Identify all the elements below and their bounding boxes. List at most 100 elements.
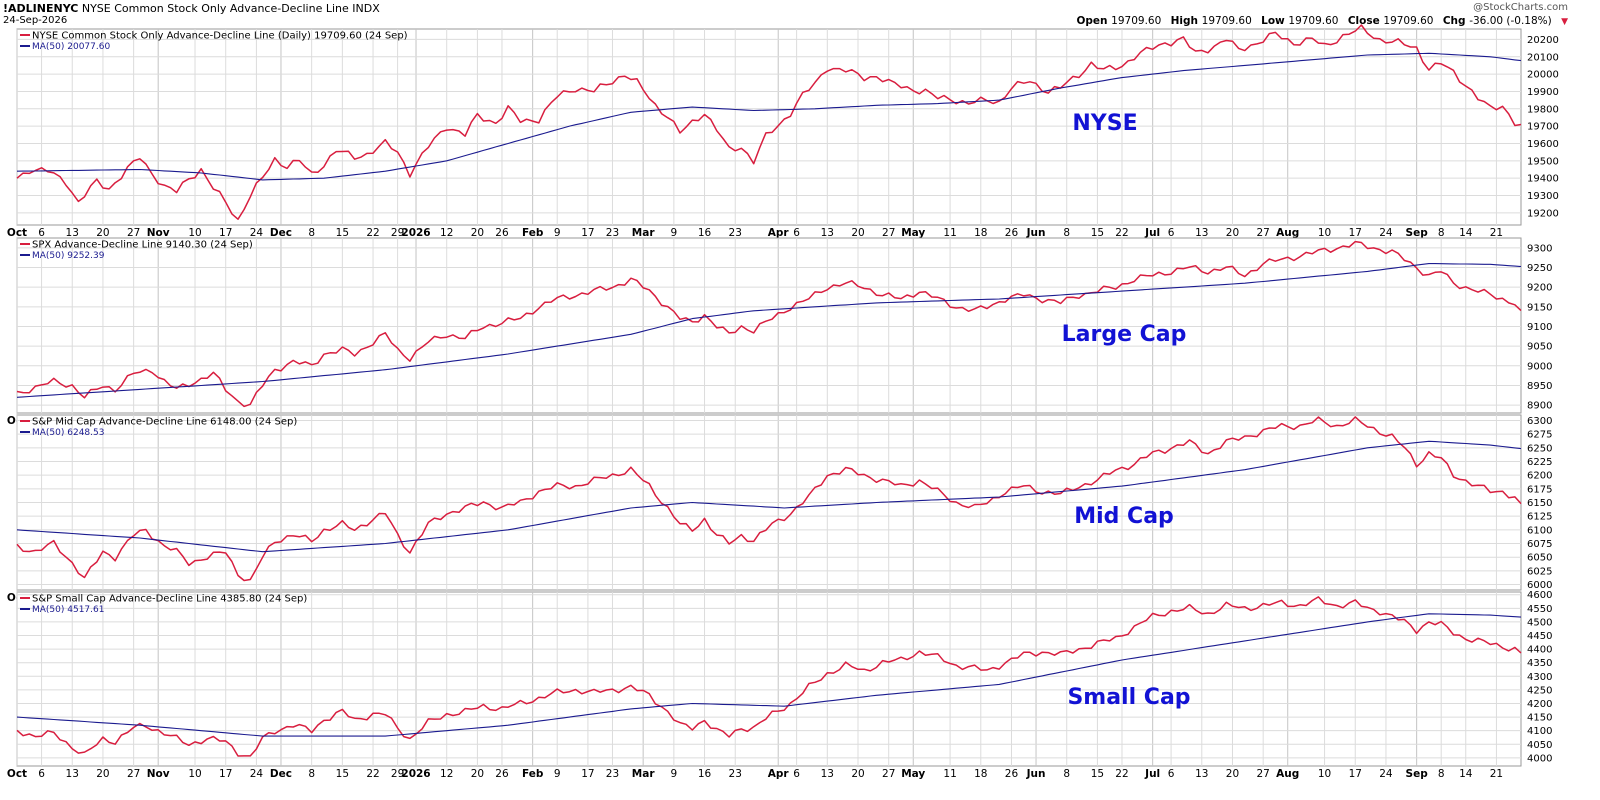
x-tick-label: 20 — [96, 227, 109, 239]
x-tick-label: 26 — [1005, 768, 1019, 780]
legend-title: NYSE Common Stock Only Advance-Decline L… — [32, 31, 408, 42]
x-tick-label: 27 — [127, 768, 140, 780]
x-tick-label: 29 — [391, 768, 404, 780]
x-tick-label: 22 — [366, 768, 379, 780]
y-tick-label: 6275 — [1527, 430, 1552, 441]
y-tick-label: 19800 — [1527, 104, 1559, 115]
y-tick-label: 20000 — [1527, 70, 1559, 81]
y-tick-label: 9100 — [1527, 322, 1552, 333]
panel-label: Large Cap — [1062, 322, 1187, 347]
y-tick-label: 6175 — [1527, 484, 1552, 495]
x-tick-label: 23 — [606, 227, 619, 239]
quote-value-high: 19709.60 — [1201, 15, 1256, 27]
x-tick-label: Aug — [1276, 227, 1299, 239]
y-tick-label: 6000 — [1527, 580, 1552, 591]
x-tick-label: 16 — [698, 768, 712, 780]
y-tick-label: 6300 — [1527, 416, 1552, 427]
x-tick-label: 22 — [366, 227, 379, 239]
y-tick-label: 4150 — [1527, 713, 1552, 724]
x-tick-label: 21 — [1490, 768, 1503, 780]
y-tick-label: 4550 — [1527, 604, 1552, 615]
x-tick-label: 17 — [1349, 227, 1362, 239]
x-tick-label: Mar — [632, 227, 656, 239]
x-tick-label: Dec — [270, 768, 292, 780]
legend-ma-label: MA(50) 20077.60 — [32, 42, 110, 52]
y-tick-label: 19600 — [1527, 139, 1559, 150]
y-tick-label: 4600 — [1527, 590, 1552, 601]
x-tick-label: 14 — [1459, 768, 1473, 780]
y-tick-label: 4300 — [1527, 672, 1552, 683]
x-tick-label: May — [901, 227, 925, 239]
x-tick-label: 24 — [1379, 227, 1393, 239]
y-tick-label: 4450 — [1527, 631, 1552, 642]
x-tick-label: 18 — [974, 768, 987, 780]
x-tick-label: Apr — [768, 227, 790, 239]
x-tick-label: 20 — [471, 768, 484, 780]
y-tick-label: 6125 — [1527, 512, 1552, 523]
x-tick-label: 10 — [188, 768, 201, 780]
chart-date: 24-Sep-2026 — [3, 15, 68, 26]
x-tick-label: 20 — [96, 768, 109, 780]
x-tick-label: 8 — [1438, 227, 1445, 239]
x-tick-label: Apr — [768, 768, 790, 780]
x-tick-label: 17 — [219, 227, 232, 239]
quote-label-low: Low — [1261, 15, 1289, 27]
ma-line — [16, 263, 1522, 398]
panel-frame-1 — [16, 237, 1522, 414]
y-tick-label: 6200 — [1527, 471, 1552, 482]
x-tick-label: Oct — [7, 227, 27, 239]
legend-title: SPX Advance-Decline Line 9140.30 (24 Sep… — [32, 240, 253, 251]
x-tick-label: 10 — [188, 227, 201, 239]
x-tick-label: 24 — [250, 768, 264, 780]
x-tick-label: 8 — [1063, 227, 1070, 239]
y-tick-label: 4200 — [1527, 699, 1552, 710]
y-tick-label: 9050 — [1527, 342, 1552, 353]
ad-line — [16, 24, 1522, 220]
quote-label-open: Open — [1076, 15, 1112, 27]
x-tick-label: 13 — [1195, 227, 1208, 239]
y-tick-label: 4400 — [1527, 645, 1552, 656]
x-tick-label: Jul — [1144, 768, 1160, 780]
y-tick-label: 6250 — [1527, 443, 1552, 454]
x-tick-label: 26 — [495, 768, 509, 780]
ma-line — [16, 440, 1522, 553]
x-tick-label: 20 — [1226, 768, 1239, 780]
y-tick-label: 6050 — [1527, 553, 1552, 564]
x-tick-label: 27 — [1256, 227, 1269, 239]
quote-label-high: High — [1170, 15, 1202, 27]
ad-line — [16, 596, 1522, 757]
x-tick-label: 26 — [495, 227, 509, 239]
x-tick-label: Mar — [632, 768, 656, 780]
x-tick-label: 13 — [821, 768, 834, 780]
y-tick-label: 19200 — [1527, 208, 1559, 219]
x-tick-label: 11 — [943, 227, 956, 239]
y-tick-label: 9000 — [1527, 361, 1552, 372]
x-tick-label: 13 — [1195, 768, 1208, 780]
y-tick-label: 19900 — [1527, 87, 1559, 98]
legend-ma-label: MA(50) 6248.53 — [32, 428, 104, 438]
x-tick-label: 29 — [391, 227, 404, 239]
x-tick-label: 6 — [1168, 768, 1175, 780]
panel-label: Mid Cap — [1074, 504, 1174, 529]
legend-title: S&P Mid Cap Advance-Decline Line 6148.00… — [32, 417, 297, 428]
x-tick-label: 6 — [38, 227, 45, 239]
panel-label: NYSE — [1072, 111, 1137, 136]
down-arrow-icon: ▼ — [1561, 17, 1568, 27]
x-tick-label: 27 — [882, 227, 895, 239]
x-tick-label: 17 — [219, 768, 232, 780]
legend-ma-label: MA(50) 4517.61 — [32, 605, 104, 615]
x-tick-label: 8 — [308, 227, 315, 239]
instrument-name: NYSE Common Stock Only Advance-Decline L… — [81, 2, 349, 15]
y-tick-label: 8950 — [1527, 381, 1552, 392]
ma-line — [16, 52, 1522, 181]
x-tick-label: Jun — [1026, 227, 1046, 239]
y-tick-label: 9300 — [1527, 243, 1552, 254]
quote-value-close: 19709.60 — [1383, 15, 1437, 27]
x-tick-label: 26 — [1005, 227, 1019, 239]
x-tick-label: 21 — [1490, 227, 1503, 239]
panel-frame-0 — [16, 28, 1522, 226]
x-tick-label: 2026 — [401, 227, 430, 239]
x-tick-label: 24 — [1379, 768, 1393, 780]
x-tick-label: 27 — [1256, 768, 1269, 780]
